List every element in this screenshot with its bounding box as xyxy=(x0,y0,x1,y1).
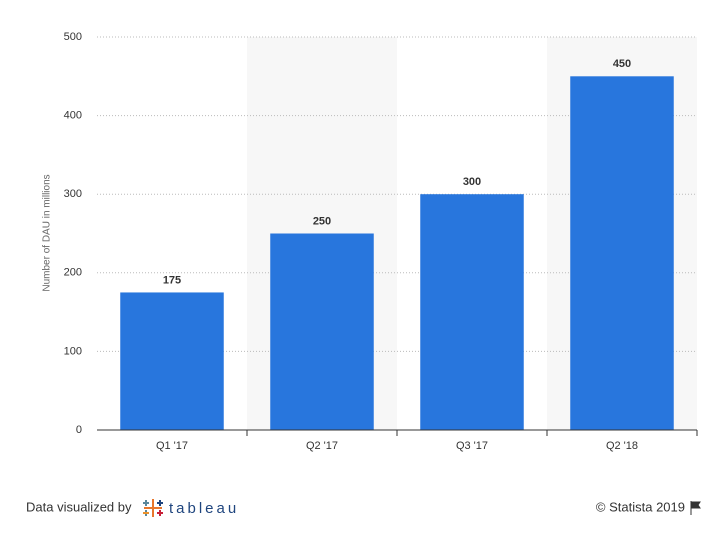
y-axis-label: Number of DAU in millions xyxy=(42,174,53,291)
y-tick-label: 200 xyxy=(64,267,82,279)
tableau-logo xyxy=(143,499,163,517)
bar xyxy=(120,292,224,430)
x-tick-label: Q3 '17 xyxy=(456,440,488,452)
footer-brand: tableau xyxy=(169,500,239,517)
x-tick-label: Q2 '17 xyxy=(306,440,338,452)
value-label: 300 xyxy=(463,176,481,188)
x-tick-label: Q1 '17 xyxy=(156,440,188,452)
y-tick-label: 400 xyxy=(64,110,82,122)
footer-copyright: © Statista 2019 xyxy=(596,499,685,514)
x-tick-label: Q2 '18 xyxy=(606,440,638,452)
y-tick-label: 0 xyxy=(76,424,82,436)
y-tick-label: 300 xyxy=(64,188,82,200)
bar xyxy=(270,233,374,430)
bar xyxy=(420,194,524,430)
footer-credit: Data visualized by xyxy=(26,499,132,514)
y-tick-label: 100 xyxy=(64,345,82,357)
bar xyxy=(570,76,674,431)
value-label: 250 xyxy=(313,215,331,227)
y-tick-label: 500 xyxy=(64,31,82,43)
flag-icon xyxy=(690,501,701,515)
value-label: 175 xyxy=(163,274,181,286)
value-label: 450 xyxy=(613,58,631,70)
